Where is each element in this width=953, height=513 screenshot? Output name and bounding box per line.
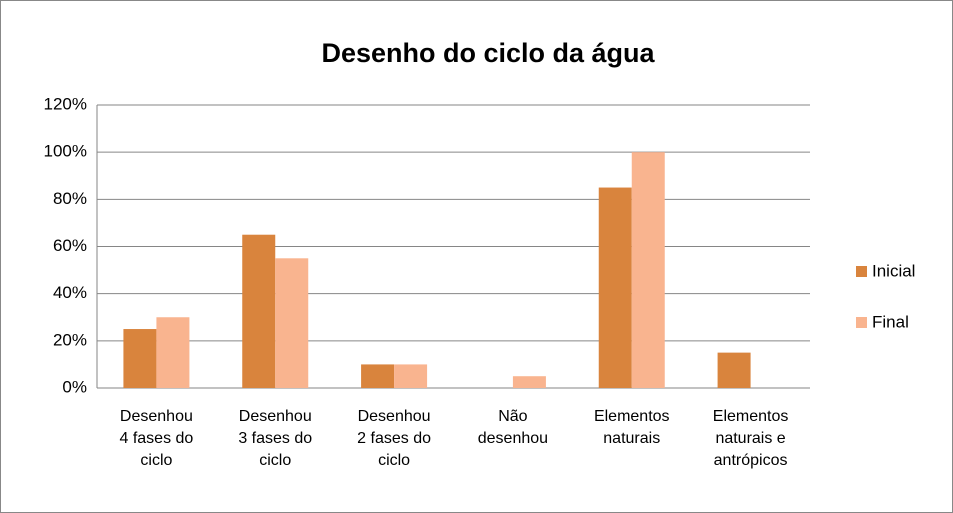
legend-swatch <box>856 266 867 277</box>
chart-title: Desenho do ciclo da água <box>321 38 655 68</box>
bar <box>512 376 546 388</box>
legend-swatch <box>856 317 867 328</box>
y-tick-label: 20% <box>53 330 87 349</box>
bar <box>631 152 665 388</box>
bar <box>242 234 276 388</box>
y-tick-label: 120% <box>44 94 87 113</box>
bar <box>394 364 428 388</box>
x-tick-label: Desenhou 3 fases do ciclo <box>238 408 313 469</box>
y-tick-label: 40% <box>53 283 87 302</box>
x-tick-label: Não desenhou <box>477 408 549 447</box>
x-tick-label: Desenhou 4 fases do ciclo <box>119 408 194 469</box>
y-tick-label: 0% <box>62 377 87 396</box>
bar <box>275 258 309 388</box>
y-tick-label: 80% <box>53 189 87 208</box>
x-tick-label: Desenhou 2 fases do ciclo <box>357 408 431 469</box>
x-tick-label: Elementos naturais e antrópicos <box>712 408 789 469</box>
x-tick-label: Elementos naturais <box>593 408 670 447</box>
bar <box>123 329 157 388</box>
y-tick-label: 60% <box>53 236 87 255</box>
legend-label: Final <box>872 312 909 331</box>
bar <box>156 317 190 388</box>
bar <box>361 364 395 388</box>
y-tick-label: 100% <box>44 142 87 161</box>
bar <box>598 187 632 388</box>
legend-label: Inicial <box>872 261 915 280</box>
bar <box>717 352 751 388</box>
